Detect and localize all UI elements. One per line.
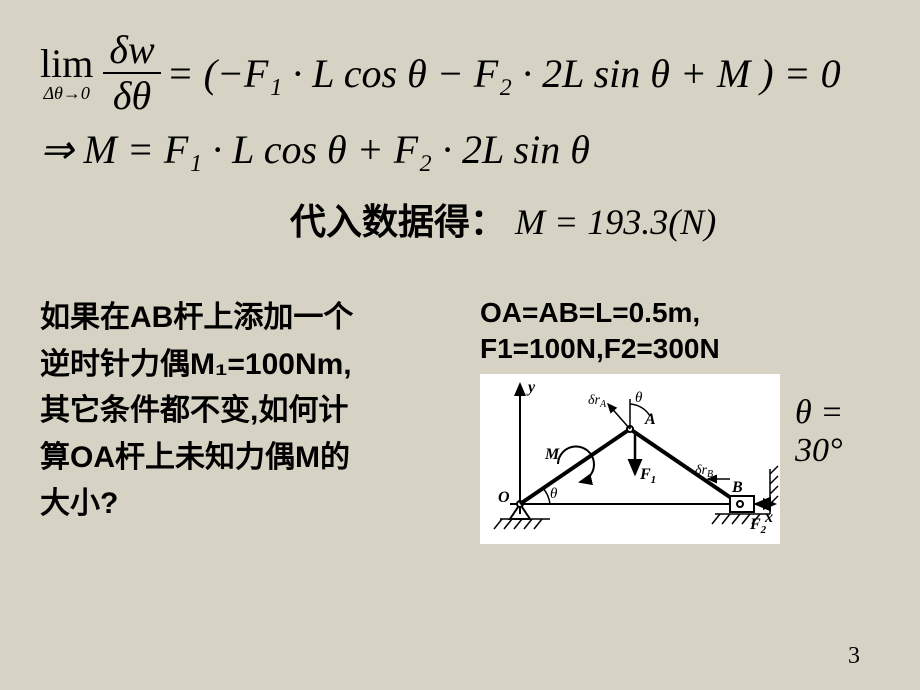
numerator: δw bbox=[103, 30, 160, 74]
svg-text:θ: θ bbox=[550, 486, 558, 502]
param-line2: F1=100N,F2=300N bbox=[480, 331, 880, 367]
svg-text:δrB: δrB bbox=[695, 463, 713, 480]
result-label: 代入数据得： bbox=[290, 201, 506, 242]
equation-1: lim Δθ→0 δw δθ = (−F₁ · L cos θ − F₂ · 2… bbox=[40, 30, 880, 116]
lim-text: lim bbox=[40, 44, 93, 84]
svg-text:y: y bbox=[526, 379, 536, 396]
svg-text:B: B bbox=[731, 479, 743, 496]
svg-text:A: A bbox=[644, 411, 656, 428]
limit-block: lim Δθ→0 bbox=[40, 44, 93, 102]
svg-text:θ: θ bbox=[635, 390, 643, 406]
result-line: 代入数据得： M = 193.3(N) bbox=[40, 193, 880, 245]
parameters: OA=AB=L=0.5m, F1=100N,F2=300N bbox=[480, 295, 880, 368]
q-line3: 其它条件都不变,如何计 bbox=[40, 388, 470, 435]
svg-text:F1: F1 bbox=[639, 466, 656, 486]
question-text: 如果在AB杆上添加一个 逆时针力偶M₁=100Nm, 其它条件都不变,如何计 算… bbox=[40, 295, 470, 544]
q-line1: 如果在AB杆上添加一个 bbox=[40, 295, 470, 342]
svg-text:δrA: δrA bbox=[588, 393, 607, 410]
q-line2: 逆时针力偶M₁=100Nm, bbox=[40, 342, 470, 389]
svg-text:M: M bbox=[544, 446, 560, 463]
svg-text:O: O bbox=[498, 489, 510, 506]
page-number: 3 bbox=[848, 643, 860, 670]
result-value: M = 193.3(N) bbox=[515, 202, 716, 242]
equation-2: ⇒ M = F₁ · L cos θ + F₂ · 2L sin θ bbox=[40, 126, 880, 173]
theta-value: θ = 30° bbox=[780, 374, 880, 470]
denominator: δθ bbox=[107, 74, 157, 116]
eq1-rhs: = (−F₁ · L cos θ − F₂ · 2L sin θ + M ) =… bbox=[167, 50, 841, 97]
param-line1: OA=AB=L=0.5m, bbox=[480, 295, 880, 331]
lim-sub: Δθ→0 bbox=[43, 84, 89, 102]
q-line5: 大小? bbox=[40, 481, 470, 528]
q-line4: 算OA杆上未知力偶M的 bbox=[40, 435, 470, 482]
fraction: δw δθ bbox=[103, 30, 160, 116]
mechanism-diagram: y x O bbox=[480, 374, 780, 544]
